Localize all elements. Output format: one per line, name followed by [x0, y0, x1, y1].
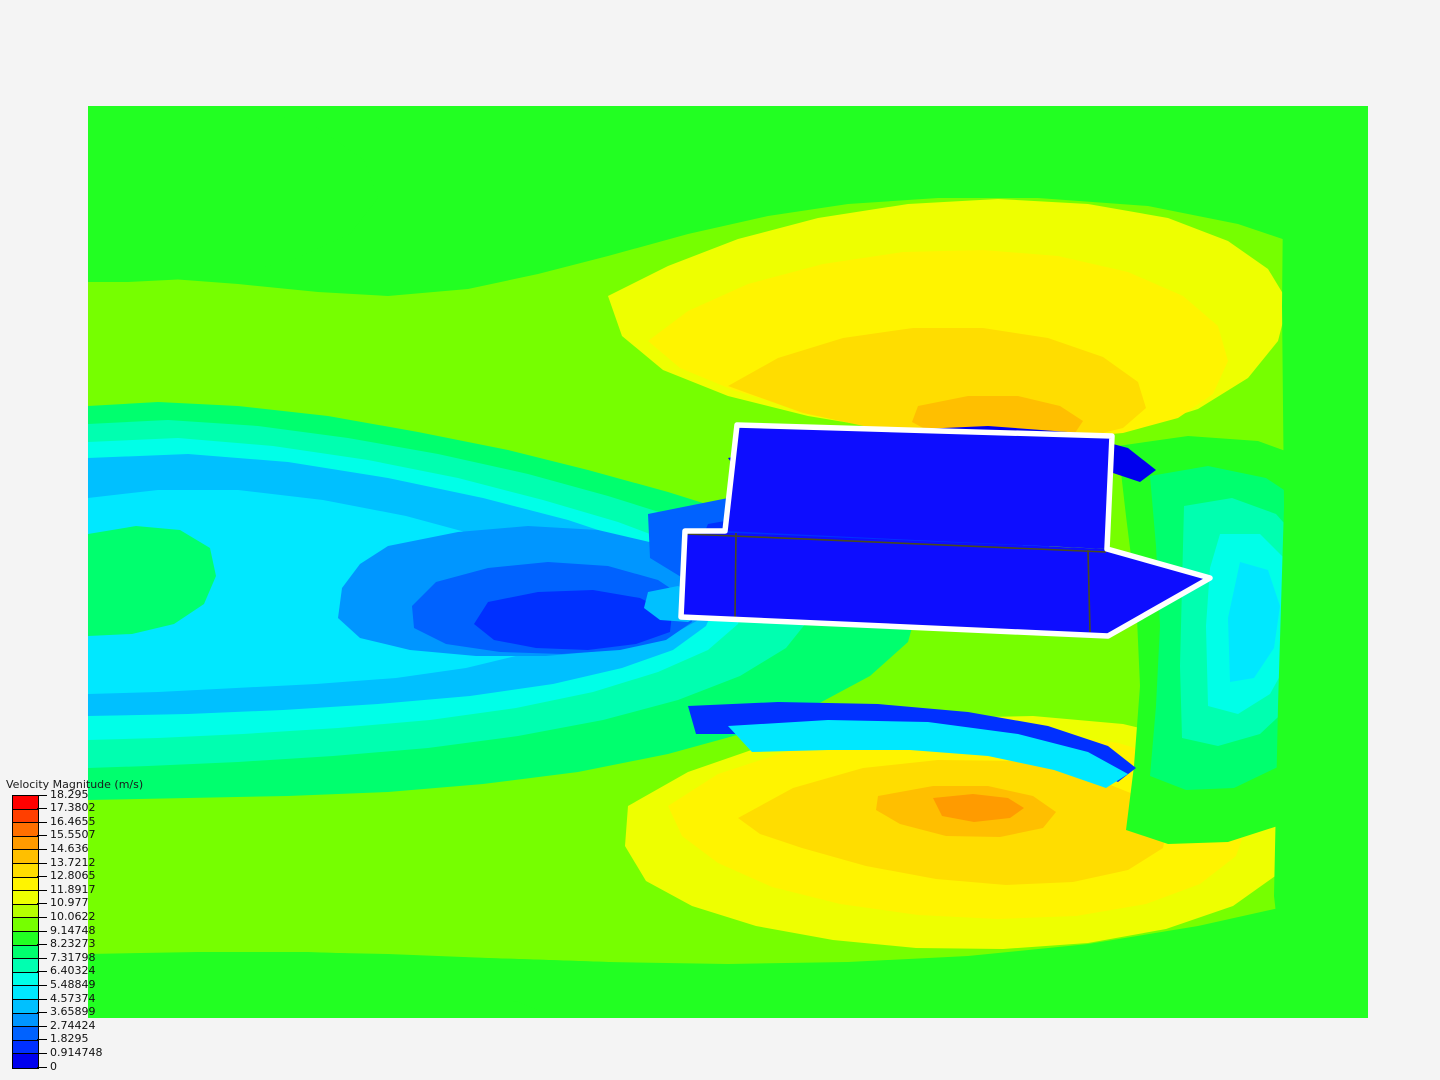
colorbar-band-4 — [13, 850, 38, 864]
colorbar-band-10 — [13, 931, 38, 946]
tick-label: 10.977 — [50, 896, 89, 910]
tick-label: 6.40324 — [50, 964, 96, 978]
colorbar-band-3 — [13, 836, 38, 851]
colorbar-band-11 — [13, 945, 38, 960]
tick-line-icon — [37, 998, 47, 1000]
tick-line-icon — [37, 862, 47, 864]
velocity-contour-plot — [88, 106, 1368, 1018]
colorbar-band-7 — [13, 891, 38, 905]
band-15.5-lower — [933, 794, 1024, 822]
legend-title: Velocity Magnitude (m/s) — [6, 778, 144, 791]
legend-body: 18.295 17.3802 16.4655 15.5507 14.636 13.7212… — [6, 789, 141, 1072]
tick-line-icon — [37, 903, 47, 905]
colorbar-band-16 — [13, 1013, 38, 1028]
tick-line-icon — [37, 1066, 47, 1068]
wake-left-green-pocket — [88, 526, 216, 636]
tick-line-icon — [37, 808, 47, 810]
tick-label: 18.295 — [50, 787, 89, 801]
tick-label: 7.31798 — [50, 950, 96, 964]
tick-line-icon — [37, 821, 47, 823]
contour-field-svg — [88, 106, 1368, 1018]
tick-line-icon — [37, 835, 47, 837]
right-edge-green-column — [1274, 106, 1368, 1018]
tick-line-icon — [37, 889, 47, 891]
hull-geometry — [678, 422, 1213, 639]
tick-label: 8.23273 — [50, 937, 96, 951]
tick-line-icon — [37, 848, 47, 850]
colorbar-band-17 — [13, 1027, 38, 1041]
hull-internal-line-bow-frame — [1087, 549, 1091, 633]
colorbar-band-6 — [13, 877, 38, 892]
colorbar-band-13 — [13, 972, 38, 987]
top-left-green-notch — [88, 106, 378, 282]
hull-outline — [678, 422, 1213, 639]
tick-label: 10.0622 — [50, 909, 96, 923]
hull-internal-line-transverse — [734, 532, 737, 619]
colorbar-band-0 — [13, 796, 38, 810]
colorbar-band-9 — [13, 918, 38, 932]
band-bow-skyblue — [1228, 562, 1280, 682]
colorbar-band-15 — [13, 999, 38, 1014]
colorbar-band-12 — [13, 959, 38, 973]
tick-line-icon — [37, 984, 47, 986]
tick-label: 12.8065 — [50, 869, 96, 883]
tick-line-icon — [37, 794, 47, 796]
colorbar-band-8 — [13, 904, 38, 919]
colorbar-band-18 — [13, 1040, 38, 1055]
legend-colorbar — [12, 795, 39, 1069]
wake-darkest-core — [474, 590, 672, 650]
tick-label: 13.7212 — [50, 855, 96, 869]
tick-label: 4.57374 — [50, 991, 96, 1005]
tick-label: 0 — [50, 1059, 57, 1073]
tick-line-icon — [37, 1025, 47, 1027]
tick-label: 11.8917 — [50, 882, 96, 896]
colorbar-band-5 — [13, 863, 38, 878]
tick-line-icon — [37, 930, 47, 932]
tick-label: 16.4655 — [50, 814, 96, 828]
colorbar-band-19 — [13, 1054, 38, 1068]
tick-label: 0.914748 — [50, 1045, 103, 1059]
hull-internal-line-longitudinal — [686, 533, 1107, 553]
tick-label: 2.74424 — [50, 1018, 96, 1032]
tick-line-icon — [37, 876, 47, 878]
tick-line-icon — [37, 957, 47, 959]
tick-line-icon — [37, 1012, 47, 1014]
tick-line-icon — [37, 944, 47, 946]
velocity-legend: Velocity Magnitude (m/s) 18.295 17.3802 16… — [6, 778, 144, 1072]
hull-lower-block-fill — [681, 531, 1210, 636]
tick-line-icon — [37, 1039, 47, 1041]
tick-line-icon — [37, 1052, 47, 1054]
colorbar-band-2 — [13, 823, 38, 837]
tick-label: 14.636 — [50, 841, 89, 855]
tick-label: 3.65899 — [50, 1005, 96, 1019]
colorbar-band-14 — [13, 986, 38, 1000]
tick-line-icon — [37, 916, 47, 918]
tick-label: 5.48849 — [50, 977, 96, 991]
tick-label: 1.8295 — [50, 1032, 89, 1046]
colorbar-band-1 — [13, 809, 38, 824]
bottom-left-green-wedge — [88, 982, 558, 1018]
under-hull-cyan-strip — [728, 720, 1128, 788]
tick-label: 17.3802 — [50, 801, 96, 815]
tick-label: 15.5507 — [50, 828, 96, 842]
tick-label: 9.14748 — [50, 923, 96, 937]
tick-line-icon — [37, 971, 47, 973]
hull-upper-block-fill — [725, 425, 1112, 549]
